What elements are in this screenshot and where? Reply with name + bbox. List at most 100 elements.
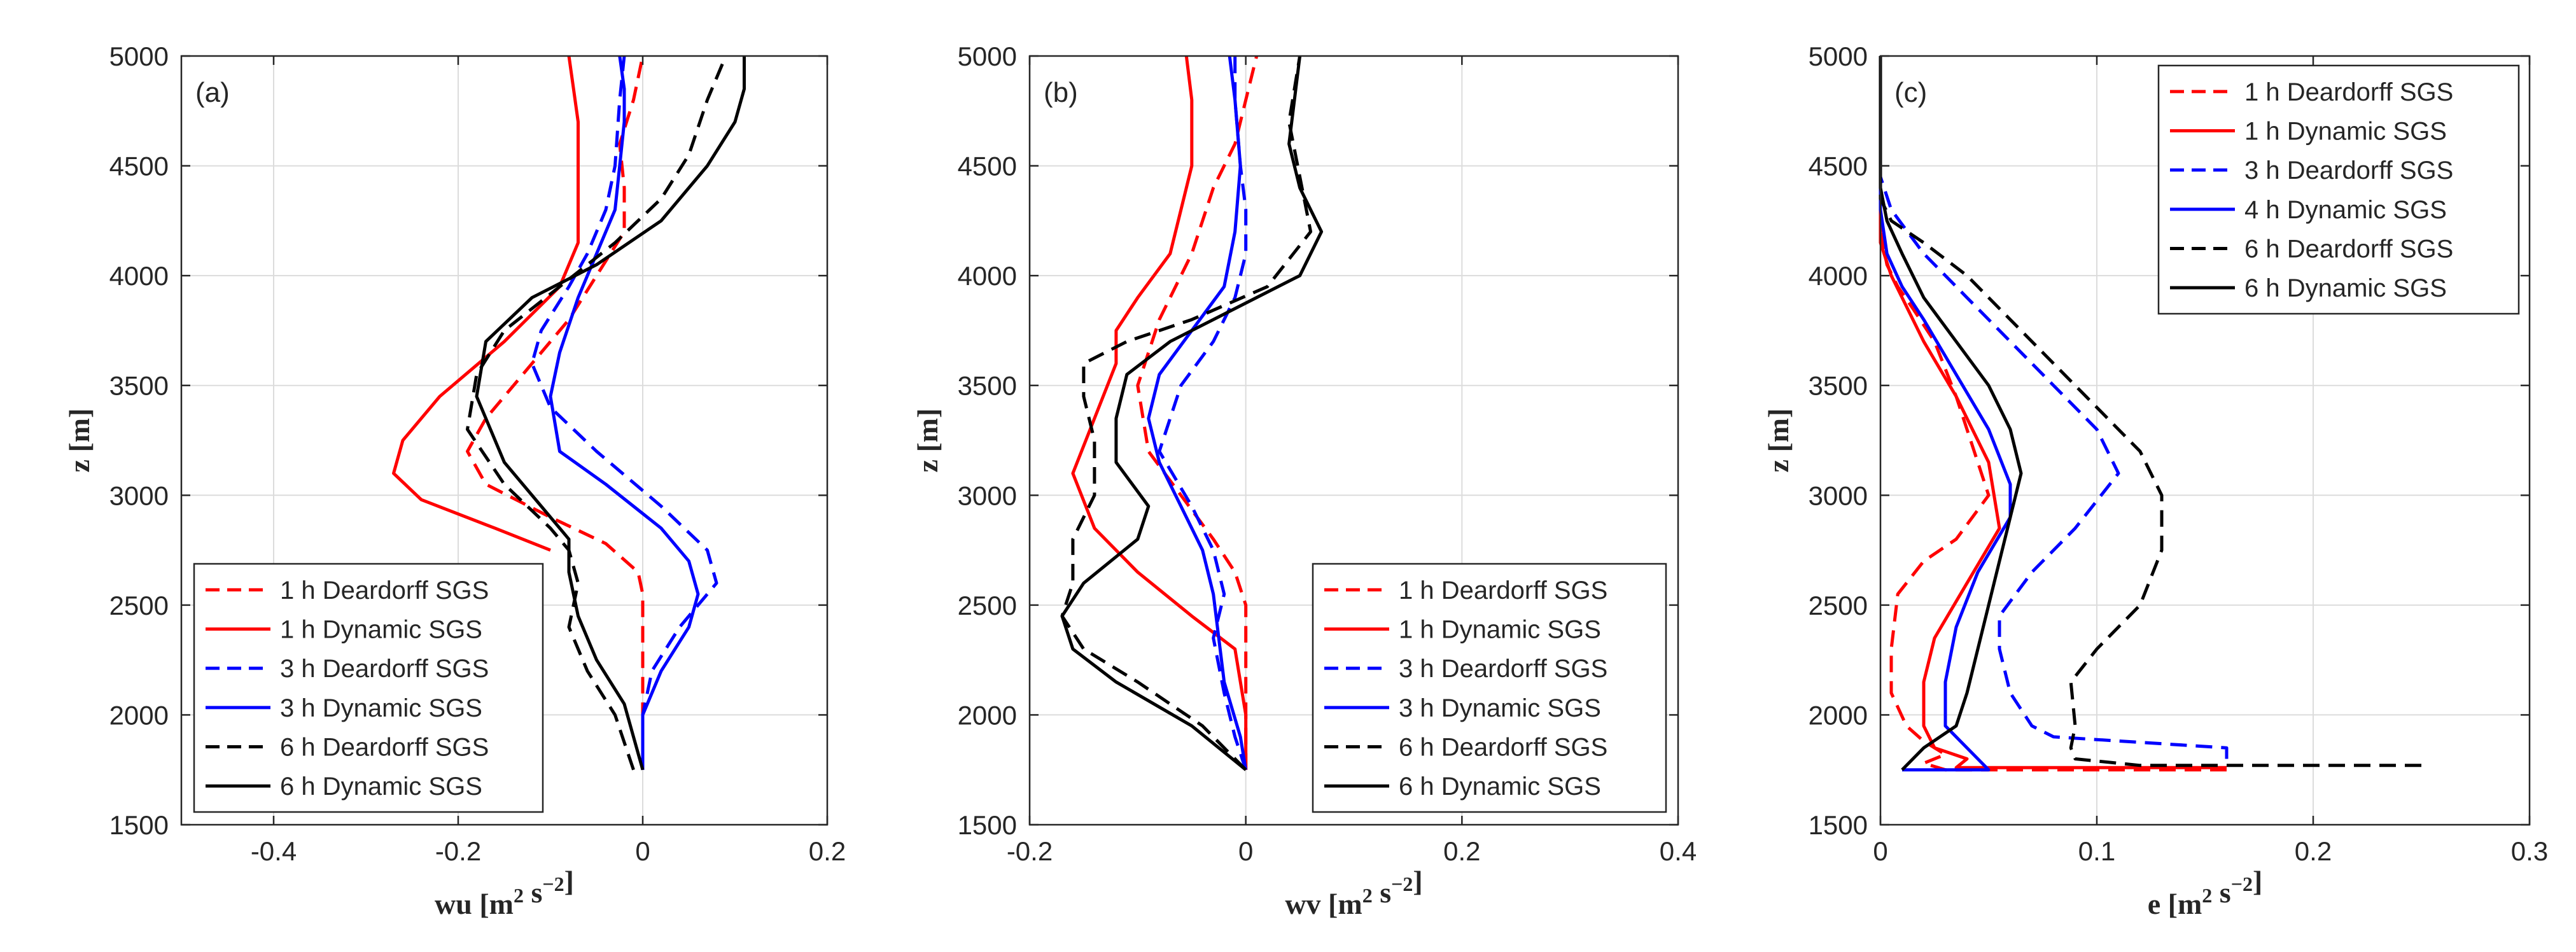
x-axis-label-part: wv [m bbox=[1285, 888, 1362, 920]
x-axis-label-exponent: −2 bbox=[1391, 872, 1413, 895]
panel-label: (b) bbox=[1044, 77, 1078, 108]
x-axis-label: wu [m2 s−2] bbox=[435, 865, 574, 920]
x-axis-label-part: ] bbox=[2253, 865, 2262, 897]
legend-entry: 6 h Deardorff SGS bbox=[280, 734, 489, 762]
y-tick-label: 4500 bbox=[958, 151, 1017, 181]
series-line-3 bbox=[530, 55, 718, 770]
legend-box bbox=[1312, 563, 1667, 813]
legend-entry: 1 h Deardorff SGS bbox=[280, 577, 489, 605]
series-line-4 bbox=[1147, 55, 1248, 771]
y-tick-label: 2000 bbox=[958, 700, 1017, 730]
legend-entry: 3 h Dynamic SGS bbox=[280, 694, 482, 722]
x-tick-label: 0.2 bbox=[809, 836, 846, 866]
series-line-1 bbox=[1879, 56, 2227, 772]
x-axis-label-part: ] bbox=[564, 865, 574, 897]
series-line-2 bbox=[1879, 56, 2227, 769]
series-line-5 bbox=[1879, 56, 2421, 767]
x-tick-label: -0.4 bbox=[251, 836, 297, 866]
x-axis-label-exponent: 2 bbox=[514, 884, 524, 907]
series-line-6 bbox=[1879, 56, 2023, 771]
legend: 1 h Deardorff SGS 1 h Dynamic SGS 3 h Dear… bbox=[2157, 64, 2520, 315]
y-axis-label: z [m] bbox=[1762, 409, 1795, 473]
y-tick-label: 2500 bbox=[958, 591, 1017, 620]
x-axis-label-exponent: −2 bbox=[542, 872, 564, 895]
series-line-6 bbox=[475, 56, 746, 771]
y-tick-label: 4000 bbox=[958, 261, 1017, 291]
legend-entry: 6 h Deardorff SGS bbox=[1399, 734, 1607, 762]
panel-label: (a) bbox=[195, 77, 230, 108]
series-line-6 bbox=[1060, 55, 1324, 771]
x-tick-label: 0 bbox=[1873, 836, 1887, 866]
y-tick-label: 5000 bbox=[958, 41, 1017, 71]
x-axis-label-part: ] bbox=[1413, 865, 1422, 897]
x-axis-label: wv [m2 s−2] bbox=[1285, 865, 1422, 920]
legend: 1 h Deardorff SGS 1 h Dynamic SGS 3 h Dear… bbox=[193, 563, 544, 813]
axes-frame bbox=[1879, 55, 2531, 826]
legend-entry: 6 h Dynamic SGS bbox=[1399, 773, 1601, 801]
y-tick-label: 2000 bbox=[1809, 700, 1868, 730]
x-axis-label-part: s bbox=[524, 876, 542, 909]
x-axis-label: e [m2 s−2] bbox=[2148, 865, 2263, 920]
x-axis-label-part: s bbox=[1373, 876, 1391, 909]
y-tick-label: 3000 bbox=[958, 480, 1017, 510]
y-tick-label: 5000 bbox=[1809, 41, 1868, 71]
x-axis-label-part: wu [m bbox=[435, 888, 514, 920]
x-axis-label-exponent: −2 bbox=[2231, 872, 2253, 895]
y-axis-label: z [m] bbox=[63, 409, 95, 473]
x-axis-label-part: s bbox=[2212, 876, 2230, 909]
series-line-3 bbox=[1158, 56, 1248, 771]
series-line-1 bbox=[466, 55, 645, 770]
legend-entry: 1 h Deardorff SGS bbox=[1399, 577, 1607, 605]
legend-entry: 3 h Deardorff SGS bbox=[2244, 157, 2453, 185]
series-line-5 bbox=[1060, 55, 1313, 771]
legend-entry: 1 h Dynamic SGS bbox=[2244, 118, 2447, 146]
x-tick-label: 0.2 bbox=[1443, 836, 1480, 866]
x-tick-label: 0.3 bbox=[2511, 836, 2548, 866]
x-tick-label: 0 bbox=[1238, 836, 1253, 866]
x-tick-label: 0.4 bbox=[1660, 836, 1697, 866]
y-tick-label: 4500 bbox=[109, 151, 169, 181]
x-tick-label: 0.1 bbox=[2078, 836, 2115, 866]
legend-entry: 1 h Dynamic SGS bbox=[280, 616, 482, 644]
y-tick-label: 2000 bbox=[109, 700, 169, 730]
legend-entry: 6 h Deardorff SGS bbox=[2244, 235, 2453, 263]
x-axis-label-exponent: 2 bbox=[1362, 884, 1373, 907]
series-line-2 bbox=[392, 55, 580, 552]
panel-c: 0 0.1 0.2 0.3 1500 2000 2500 3000 3500 4000 4500 50… bbox=[1762, 41, 2548, 920]
y-tick-label: 1500 bbox=[958, 810, 1017, 840]
series-line-4 bbox=[549, 55, 700, 770]
y-tick-label: 1500 bbox=[109, 810, 169, 840]
y-tick-label: 1500 bbox=[1809, 810, 1868, 840]
legend-entry: 1 h Deardorff SGS bbox=[2244, 78, 2453, 106]
x-axis-label-exponent: 2 bbox=[2202, 884, 2212, 907]
y-tick-label: 2500 bbox=[1809, 591, 1868, 620]
panel-a: -0.4 -0.2 0 0.2 1500 2000 2500 3000 3500 4000 4500… bbox=[63, 41, 846, 920]
legend-box bbox=[193, 563, 544, 813]
axes-frame bbox=[1028, 55, 1679, 826]
y-tick-label: 3500 bbox=[958, 371, 1017, 401]
y-tick-label: 2500 bbox=[109, 591, 169, 620]
legend-entry: 6 h Dynamic SGS bbox=[280, 773, 482, 801]
y-tick-label: 3500 bbox=[109, 371, 169, 401]
y-tick-label: 3500 bbox=[1809, 371, 1868, 401]
y-tick-label: 3000 bbox=[1809, 480, 1868, 510]
y-tick-label: 3000 bbox=[109, 480, 169, 510]
x-tick-label: 0 bbox=[635, 836, 650, 866]
x-tick-label: -0.2 bbox=[435, 836, 481, 866]
legend-entry: 3 h Deardorff SGS bbox=[1399, 655, 1607, 683]
x-tick-label: -0.2 bbox=[1007, 836, 1053, 866]
x-tick-label: 0.2 bbox=[2295, 836, 2332, 866]
y-tick-label: 4500 bbox=[1809, 151, 1868, 181]
axes-frame bbox=[180, 55, 829, 826]
legend: 1 h Deardorff SGS 1 h Dynamic SGS 3 h Dear… bbox=[1312, 563, 1667, 813]
y-tick-label: 4000 bbox=[1809, 261, 1868, 291]
panel-b: -0.2 0 0.2 0.4 1500 2000 2500 3000 3500 4000 4500 5… bbox=[911, 41, 1697, 920]
y-tick-label: 5000 bbox=[109, 41, 169, 71]
series-line-1 bbox=[1136, 55, 1259, 770]
legend-entry: 1 h Dynamic SGS bbox=[1399, 616, 1601, 644]
panel-label: (c) bbox=[1894, 77, 1927, 108]
y-tick-label: 4000 bbox=[109, 261, 169, 291]
legend-entry: 4 h Dynamic SGS bbox=[2244, 196, 2447, 224]
y-axis-label: z [m] bbox=[911, 409, 944, 473]
